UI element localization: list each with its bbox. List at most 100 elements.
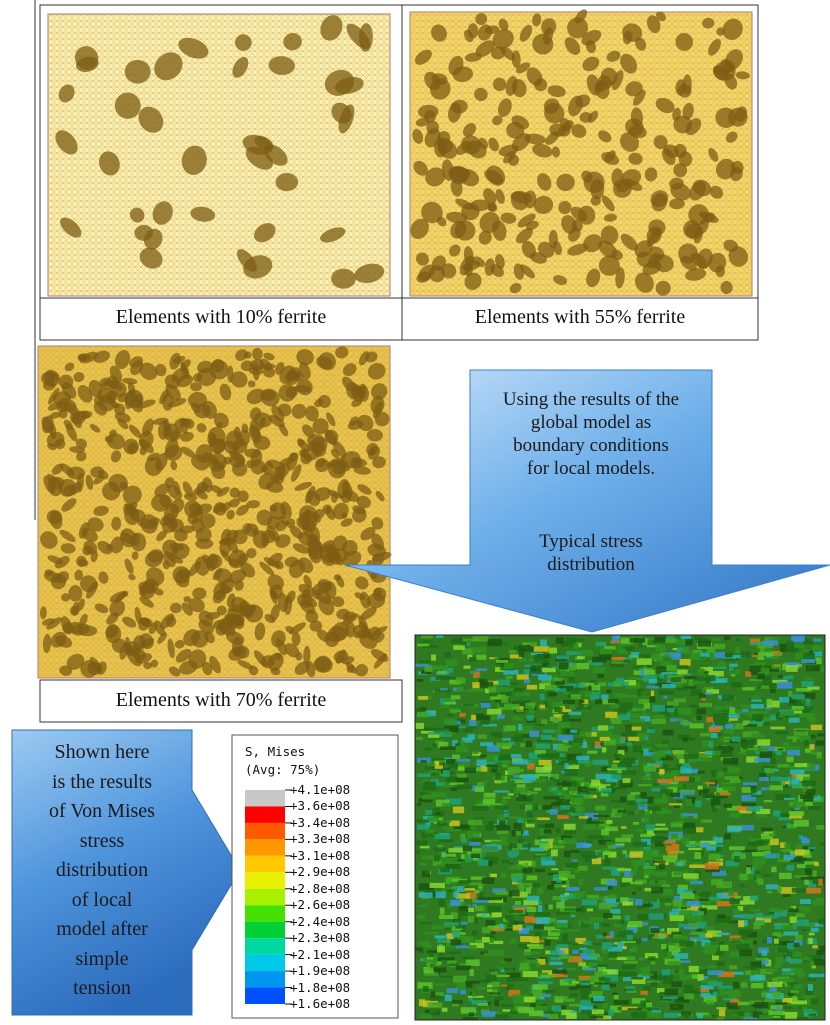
stress-element [750, 642, 761, 645]
stress-element [593, 996, 604, 1001]
stress-element [417, 824, 429, 829]
stress-element [513, 716, 520, 720]
stress-element [467, 831, 480, 838]
stress-element [677, 888, 685, 894]
stress-element [578, 962, 586, 966]
stress-element [806, 678, 813, 680]
stress-element [622, 850, 626, 854]
stress-element [462, 642, 466, 646]
stress-element [428, 817, 439, 822]
stress-element [435, 891, 445, 898]
stress-element [735, 896, 741, 899]
stress-element [477, 987, 493, 990]
stress-element [443, 732, 455, 734]
stress-element [754, 871, 761, 873]
legend-label: +3.1e+08 [290, 848, 350, 863]
legend-label: +3.3e+08 [290, 831, 350, 846]
stress-element [683, 823, 696, 828]
stress-element [591, 953, 600, 957]
stress-element [509, 910, 523, 913]
stress-element [753, 695, 760, 699]
stress-element [717, 664, 723, 667]
stress-element [418, 696, 428, 700]
stress-element [684, 1013, 689, 1018]
stress-element [650, 881, 655, 884]
stress-element [757, 674, 764, 680]
stress-element [612, 635, 620, 641]
stress-element [482, 780, 486, 785]
stress-element [684, 927, 697, 929]
stress-element [479, 980, 492, 983]
stress-element [550, 809, 558, 815]
stress-element [590, 695, 599, 700]
stress-element [729, 965, 737, 969]
stress-element [771, 669, 779, 672]
stress-element [440, 908, 445, 915]
stress-element [760, 751, 772, 758]
stress-element [592, 657, 607, 663]
stress-element [513, 922, 525, 924]
stress-element [503, 726, 514, 731]
stress-element [481, 703, 491, 708]
stress-element [631, 977, 643, 979]
stress-element [456, 759, 470, 762]
stress-element [758, 655, 764, 660]
stress-element [656, 824, 666, 826]
stress-element [637, 829, 644, 832]
stress-element [502, 860, 510, 863]
stress-element [669, 803, 682, 805]
stress-element [719, 1009, 725, 1016]
stress-element [434, 855, 440, 861]
stress-element [489, 693, 497, 696]
stress-element [495, 891, 508, 895]
stress-element [781, 925, 794, 930]
stress-element [527, 685, 538, 690]
stress-element [535, 1006, 548, 1011]
stress-element [712, 667, 726, 669]
stress-element [799, 906, 811, 912]
stress-element [795, 849, 805, 855]
stress-element [439, 915, 453, 919]
stress-element [812, 945, 817, 948]
stress-element [579, 879, 583, 885]
stress-element [580, 953, 588, 959]
stress-element [572, 981, 579, 983]
stress-element [466, 726, 477, 728]
stress-element [801, 929, 807, 931]
stress-element [782, 895, 790, 897]
stress-element [463, 704, 474, 707]
stress-element [660, 769, 664, 775]
stress-element [524, 863, 529, 868]
stress-element [431, 1011, 438, 1013]
stress-element [490, 931, 495, 935]
stress-element [603, 939, 607, 942]
legend-label: +1.6e+08 [290, 996, 350, 1011]
panel-caption: Elements with 70% ferrite [40, 689, 402, 712]
stress-element [733, 909, 740, 915]
legend-swatch [245, 823, 285, 839]
stress-element [602, 867, 615, 869]
micrograph [37, 345, 393, 680]
stress-element [527, 896, 540, 901]
stress-element [761, 667, 770, 673]
stress-element [425, 810, 432, 815]
stress-element [678, 708, 692, 715]
stress-element [468, 945, 476, 950]
stress-element [767, 982, 782, 987]
stress-element [648, 637, 655, 641]
stress-element [476, 668, 488, 670]
stress-element [808, 847, 816, 850]
stress-element [491, 976, 496, 982]
stress-element [606, 842, 613, 845]
stress-element [493, 755, 500, 757]
stress-element [773, 810, 781, 816]
stress-element [783, 1006, 793, 1009]
stress-element [559, 662, 569, 669]
stress-element [602, 1003, 608, 1008]
stress-element [594, 922, 599, 929]
stress-element [534, 924, 544, 929]
stress-element [545, 950, 550, 954]
stress-element [800, 795, 813, 799]
stress-element [791, 694, 805, 699]
callout-line: distribution [466, 553, 716, 576]
